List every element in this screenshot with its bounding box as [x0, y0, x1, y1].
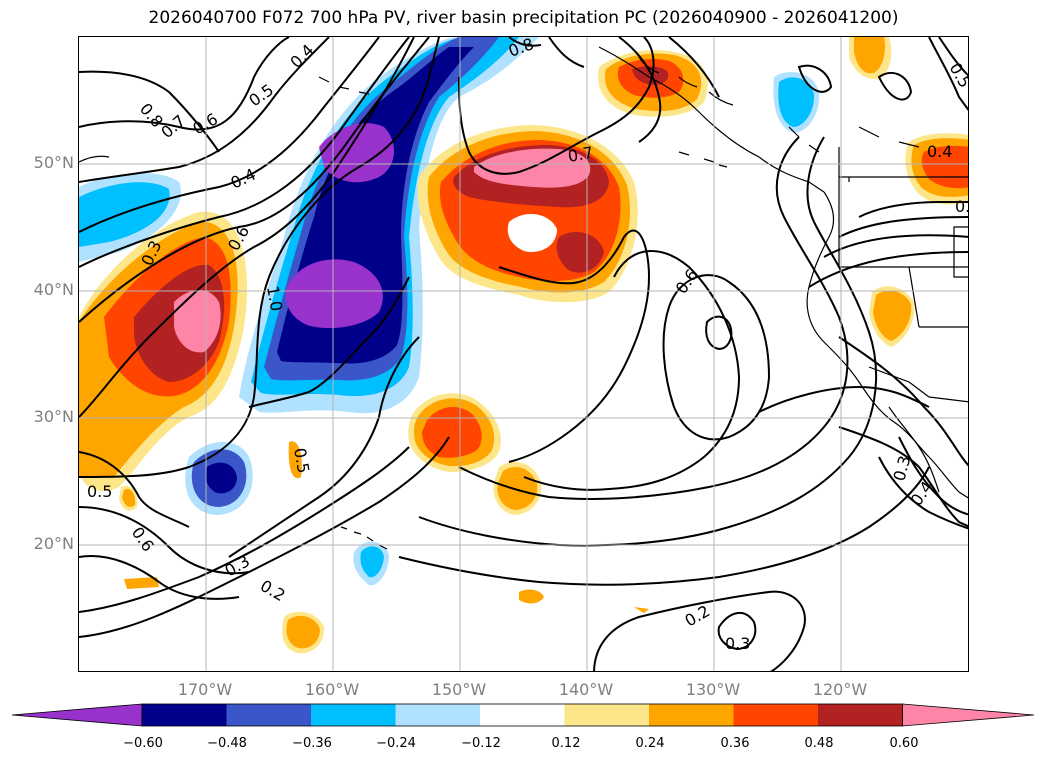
- contour-label: 0.3: [222, 551, 254, 580]
- colorbar-tick-label: 0.60: [889, 736, 919, 751]
- contour-label: 0.4: [286, 40, 317, 71]
- lon-label: 160°W: [304, 680, 360, 699]
- lon-label: 140°W: [558, 680, 614, 699]
- map-gridlines: [79, 37, 968, 671]
- colorbar-segment: [480, 704, 565, 726]
- contour-label: 0.6: [190, 109, 222, 138]
- colorbar-segment: [649, 704, 734, 726]
- colorbar-extend-high: [902, 703, 1035, 727]
- lat-label: 40°N: [33, 280, 74, 299]
- colorbar-tick-label: −0.36: [292, 736, 332, 751]
- contour-label: 0.3: [890, 454, 915, 484]
- lon-label: 120°W: [812, 680, 868, 699]
- lat-label: 20°N: [33, 534, 74, 553]
- colorbar-tick-label: 0.36: [720, 736, 750, 751]
- contour-label: 1.0: [263, 284, 286, 312]
- contour-label: 0.7: [566, 143, 594, 166]
- colorbar-tick-label: 0.24: [635, 736, 665, 751]
- contour-label: 0.5: [955, 197, 969, 216]
- colorbar-tick-label: −0.60: [123, 736, 163, 751]
- coastlines: [79, 46, 968, 550]
- contour-label: 0.5: [290, 446, 313, 474]
- colorbar-tick-label: 0.48: [804, 736, 834, 751]
- contour-label: 0.8: [506, 37, 536, 61]
- map-title: 2026040700 F072 700 hPa PV, river basin …: [148, 8, 899, 28]
- contour-label: 0.2: [257, 576, 289, 605]
- colorbar-tick-label: −0.12: [461, 736, 501, 751]
- precip-shading: [79, 37, 968, 654]
- lon-label: 170°W: [177, 680, 233, 699]
- colorbar-segment: [226, 704, 311, 726]
- contour-label: 0.4: [907, 478, 937, 510]
- lon-label: 150°W: [431, 680, 487, 699]
- colorbar-segment: [395, 704, 480, 726]
- colorbar-segment: [564, 704, 649, 726]
- lat-label: 50°N: [33, 153, 74, 172]
- colorbar-segment: [818, 704, 903, 726]
- colorbar-tick-label: −0.48: [207, 736, 247, 751]
- colorbar-segment: [311, 704, 396, 726]
- contour-label: 0.6: [128, 523, 158, 555]
- colorbar-extend-low: [12, 703, 143, 727]
- lat-label: 30°N: [33, 407, 74, 426]
- lon-label: 130°W: [685, 680, 741, 699]
- contour-label: 0.4: [228, 165, 259, 193]
- colorbar-frame: [141, 703, 903, 727]
- colorbar-segment: [142, 704, 227, 726]
- colorbar-tick-label: 0.12: [551, 736, 581, 751]
- colorbar-segment: [733, 704, 818, 726]
- contour-label: 0.5: [87, 482, 112, 501]
- contour-label: 0.3: [725, 634, 750, 653]
- colorbar-tick-label: −0.24: [376, 736, 416, 751]
- contour-label: 0.4: [927, 142, 952, 161]
- map-panel: 0.8 0.7 0.6 0.5 0.4 0.3 0.4 0.6 0.7 1.0 …: [78, 36, 969, 672]
- colorbar: [12, 703, 1035, 727]
